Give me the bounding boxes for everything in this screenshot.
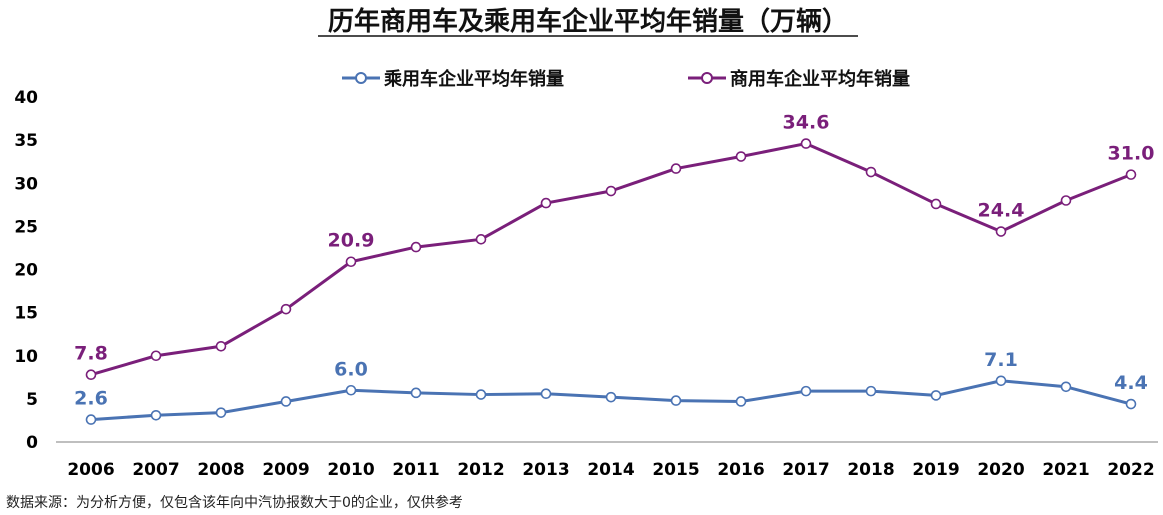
- legend-marker-commercial: [701, 72, 713, 84]
- data-label: 34.6: [783, 112, 830, 134]
- series-commercial: [85, 138, 1137, 381]
- chart-title: 历年商用车及乘用车企业平均年销量（万辆）: [328, 6, 848, 37]
- data-point: [280, 396, 292, 407]
- data-point: [735, 151, 747, 162]
- data-point: [85, 414, 97, 425]
- source-note: 数据来源：为分析方便，仅包含该年向中汽协报数大于0的企业，仅供参考: [6, 494, 463, 511]
- x-tick-label: 2012: [457, 460, 504, 480]
- data-point: [85, 369, 97, 381]
- legend-label-commercial: 商用车企业平均年销量: [730, 68, 910, 90]
- data-point: [540, 197, 552, 209]
- data-point: [475, 234, 487, 245]
- legend-item-commercial: 商用车企业平均年销量: [688, 68, 910, 90]
- data-point: [410, 387, 422, 399]
- data-point: [1060, 381, 1072, 393]
- series-layer: [85, 138, 1137, 425]
- y-tick-label: 15: [14, 304, 38, 324]
- data-label: 24.4: [978, 200, 1025, 222]
- y-tick-label: 20: [14, 261, 38, 281]
- data-point: [215, 340, 227, 352]
- x-tick-label: 2022: [1107, 460, 1154, 480]
- series-line: [90, 142, 1132, 377]
- data-point: [865, 166, 877, 178]
- legend-item-passenger: 乘用车企业平均年销量: [342, 68, 564, 90]
- x-tick-label: 2017: [782, 460, 829, 480]
- data-point: [995, 375, 1007, 387]
- x-tick-label: 2006: [67, 460, 114, 480]
- data-label: 4.4: [1114, 372, 1148, 394]
- x-axis: 2006 2007 2008 2009 2010 2011 2012 2013 2014 2015…: [67, 460, 1154, 480]
- x-tick-label: 2007: [132, 460, 179, 480]
- data-labels: 2.6 6.0 7.1 4.4 7.8 20.9 34.6 24.4 31.0: [74, 112, 1154, 410]
- data-label: 7.1: [984, 349, 1018, 371]
- y-tick-label: 5: [26, 390, 38, 410]
- data-point: [280, 303, 292, 315]
- y-tick-label: 40: [14, 88, 38, 108]
- x-tick-label: 2015: [652, 460, 699, 480]
- data-point: [670, 163, 682, 174]
- legend-marker-passenger: [355, 72, 367, 84]
- data-point: [605, 391, 617, 403]
- data-point: [605, 185, 617, 197]
- data-point: [995, 226, 1007, 237]
- x-tick-label: 2008: [197, 460, 244, 480]
- y-tick-label: 25: [14, 217, 38, 237]
- data-point: [345, 256, 357, 268]
- data-label: 20.9: [328, 230, 375, 252]
- y-tick-label: 35: [14, 131, 38, 151]
- data-point: [800, 138, 812, 149]
- x-tick-label: 2010: [327, 460, 374, 480]
- x-tick-label: 2009: [262, 460, 309, 480]
- x-tick-label: 2013: [522, 460, 569, 480]
- data-point: [540, 388, 552, 400]
- x-tick-label: 2018: [847, 460, 894, 480]
- data-point: [930, 390, 942, 401]
- data-point: [930, 198, 942, 210]
- legend-label-passenger: 乘用车企业平均年销量: [383, 68, 564, 90]
- data-point: [800, 385, 812, 397]
- x-tick-label: 2016: [717, 460, 764, 480]
- y-tick-label: 30: [14, 174, 38, 194]
- data-point: [1125, 398, 1137, 410]
- x-tick-label: 2014: [587, 460, 634, 480]
- y-tick-label: 10: [14, 347, 38, 367]
- data-point: [215, 407, 227, 418]
- legend: 乘用车企业平均年销量 商用车企业平均年销量: [342, 68, 910, 90]
- data-point: [150, 409, 162, 421]
- data-point: [1060, 195, 1072, 206]
- data-label: 31.0: [1108, 143, 1155, 165]
- data-point: [735, 396, 747, 407]
- x-tick-label: 2011: [392, 460, 439, 480]
- data-point: [150, 350, 162, 362]
- data-label: 7.8: [74, 343, 108, 365]
- data-point: [410, 241, 422, 253]
- data-label: 2.6: [74, 388, 108, 410]
- data-point: [345, 384, 357, 396]
- data-label: 6.0: [334, 358, 368, 380]
- data-point: [475, 389, 487, 400]
- x-tick-label: 2021: [1042, 460, 1089, 480]
- data-point: [1125, 169, 1137, 180]
- x-tick-label: 2020: [977, 460, 1024, 480]
- y-axis: 0 5 10 15 20 25 30 35 40: [14, 88, 38, 453]
- data-point: [865, 385, 877, 397]
- series-passenger: [85, 375, 1137, 425]
- y-tick-label: 0: [26, 433, 38, 453]
- x-tick-label: 2019: [912, 460, 959, 480]
- data-point: [670, 395, 682, 406]
